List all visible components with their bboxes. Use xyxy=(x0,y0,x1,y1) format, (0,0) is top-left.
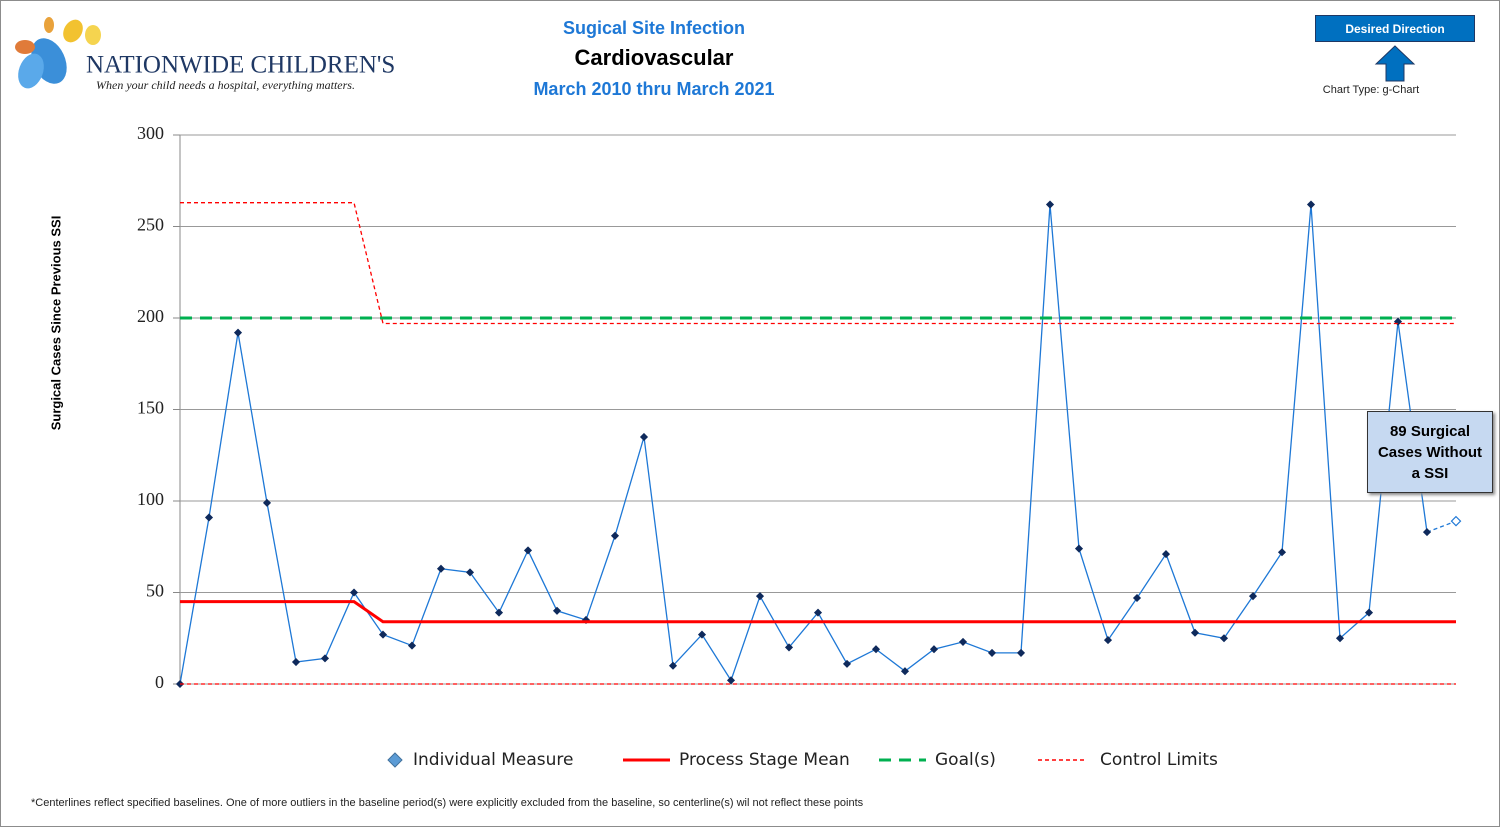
data-point xyxy=(262,498,272,507)
data-point xyxy=(320,654,330,663)
upper-control-limit xyxy=(180,202,1456,325)
data-point xyxy=(610,531,620,540)
legend-label: Control Limits xyxy=(1100,750,1218,770)
data-point xyxy=(1074,544,1084,553)
y-tick-label: 150 xyxy=(137,398,164,418)
data-point xyxy=(552,606,562,615)
data-point xyxy=(1248,592,1258,601)
chart-type-label: Chart Type: g-Chart xyxy=(1323,84,1419,96)
desired-direction: Desired Direction xyxy=(1315,15,1475,42)
y-tick-label: 50 xyxy=(146,581,164,601)
data-point xyxy=(378,630,388,639)
data-point xyxy=(436,564,446,573)
data-point xyxy=(1393,317,1403,326)
data-point xyxy=(1103,636,1113,645)
y-tick-label: 100 xyxy=(137,489,164,509)
legend-label: Individual Measure xyxy=(413,750,573,770)
direction-arrow xyxy=(1374,45,1416,82)
logo-text: NATIONWIDE CHILDREN'S xyxy=(86,52,395,79)
data-point xyxy=(871,645,881,654)
footnote: *Centerlines reflect specified baselines… xyxy=(31,797,864,809)
data-point xyxy=(1132,593,1142,603)
y-tick-label: 200 xyxy=(137,306,164,326)
chart-pretitle: Sugical Site Infection xyxy=(563,18,745,38)
chart-subtitle: March 2010 thru March 2021 xyxy=(533,79,774,99)
y-tick-label: 300 xyxy=(137,123,164,143)
chart-title: Cardiovascular xyxy=(575,45,734,70)
data-point xyxy=(929,645,939,654)
legend-label: Process Stage Mean xyxy=(679,750,850,770)
data-point xyxy=(726,676,736,685)
series-line xyxy=(180,600,1456,624)
y-axis-label: Surgical Cases Since Previous SSI xyxy=(48,216,63,431)
logo-tagline: When your child needs a hospital, everyt… xyxy=(96,78,355,92)
measure-line xyxy=(179,204,1428,685)
legend-label: Goal(s) xyxy=(935,750,996,770)
data-point xyxy=(1277,548,1287,557)
data-point xyxy=(1335,634,1345,643)
data-point xyxy=(697,630,707,639)
data-point xyxy=(668,661,678,670)
data-point xyxy=(1161,550,1171,559)
data-point xyxy=(291,657,301,667)
data-point xyxy=(842,659,852,668)
data-point xyxy=(465,568,475,577)
annotation: 89 Surgical Cases Without a SSI xyxy=(1367,411,1493,493)
data-point xyxy=(958,637,968,646)
data-point xyxy=(1422,528,1432,537)
y-tick-label: 0 xyxy=(155,672,164,692)
data-point xyxy=(639,432,649,441)
data-point xyxy=(349,588,359,597)
data-point xyxy=(494,608,504,617)
data-point xyxy=(1364,608,1374,617)
data-point xyxy=(755,592,765,601)
legend-marker xyxy=(387,752,403,768)
data-point xyxy=(1306,200,1316,209)
data-point xyxy=(900,667,910,676)
data-point xyxy=(1190,628,1200,637)
data-point xyxy=(233,328,243,337)
data-point xyxy=(1219,634,1229,643)
data-point xyxy=(523,546,533,555)
data-point xyxy=(1045,200,1055,209)
y-tick-label: 250 xyxy=(137,215,164,235)
current-segment xyxy=(1426,520,1457,533)
data-point xyxy=(987,648,997,657)
data-point xyxy=(784,643,794,652)
data-point xyxy=(1450,515,1462,527)
logo-icon xyxy=(15,17,101,89)
data-point xyxy=(813,608,823,617)
data-point xyxy=(1016,648,1026,657)
data-point xyxy=(204,513,214,522)
data-point xyxy=(407,641,417,650)
